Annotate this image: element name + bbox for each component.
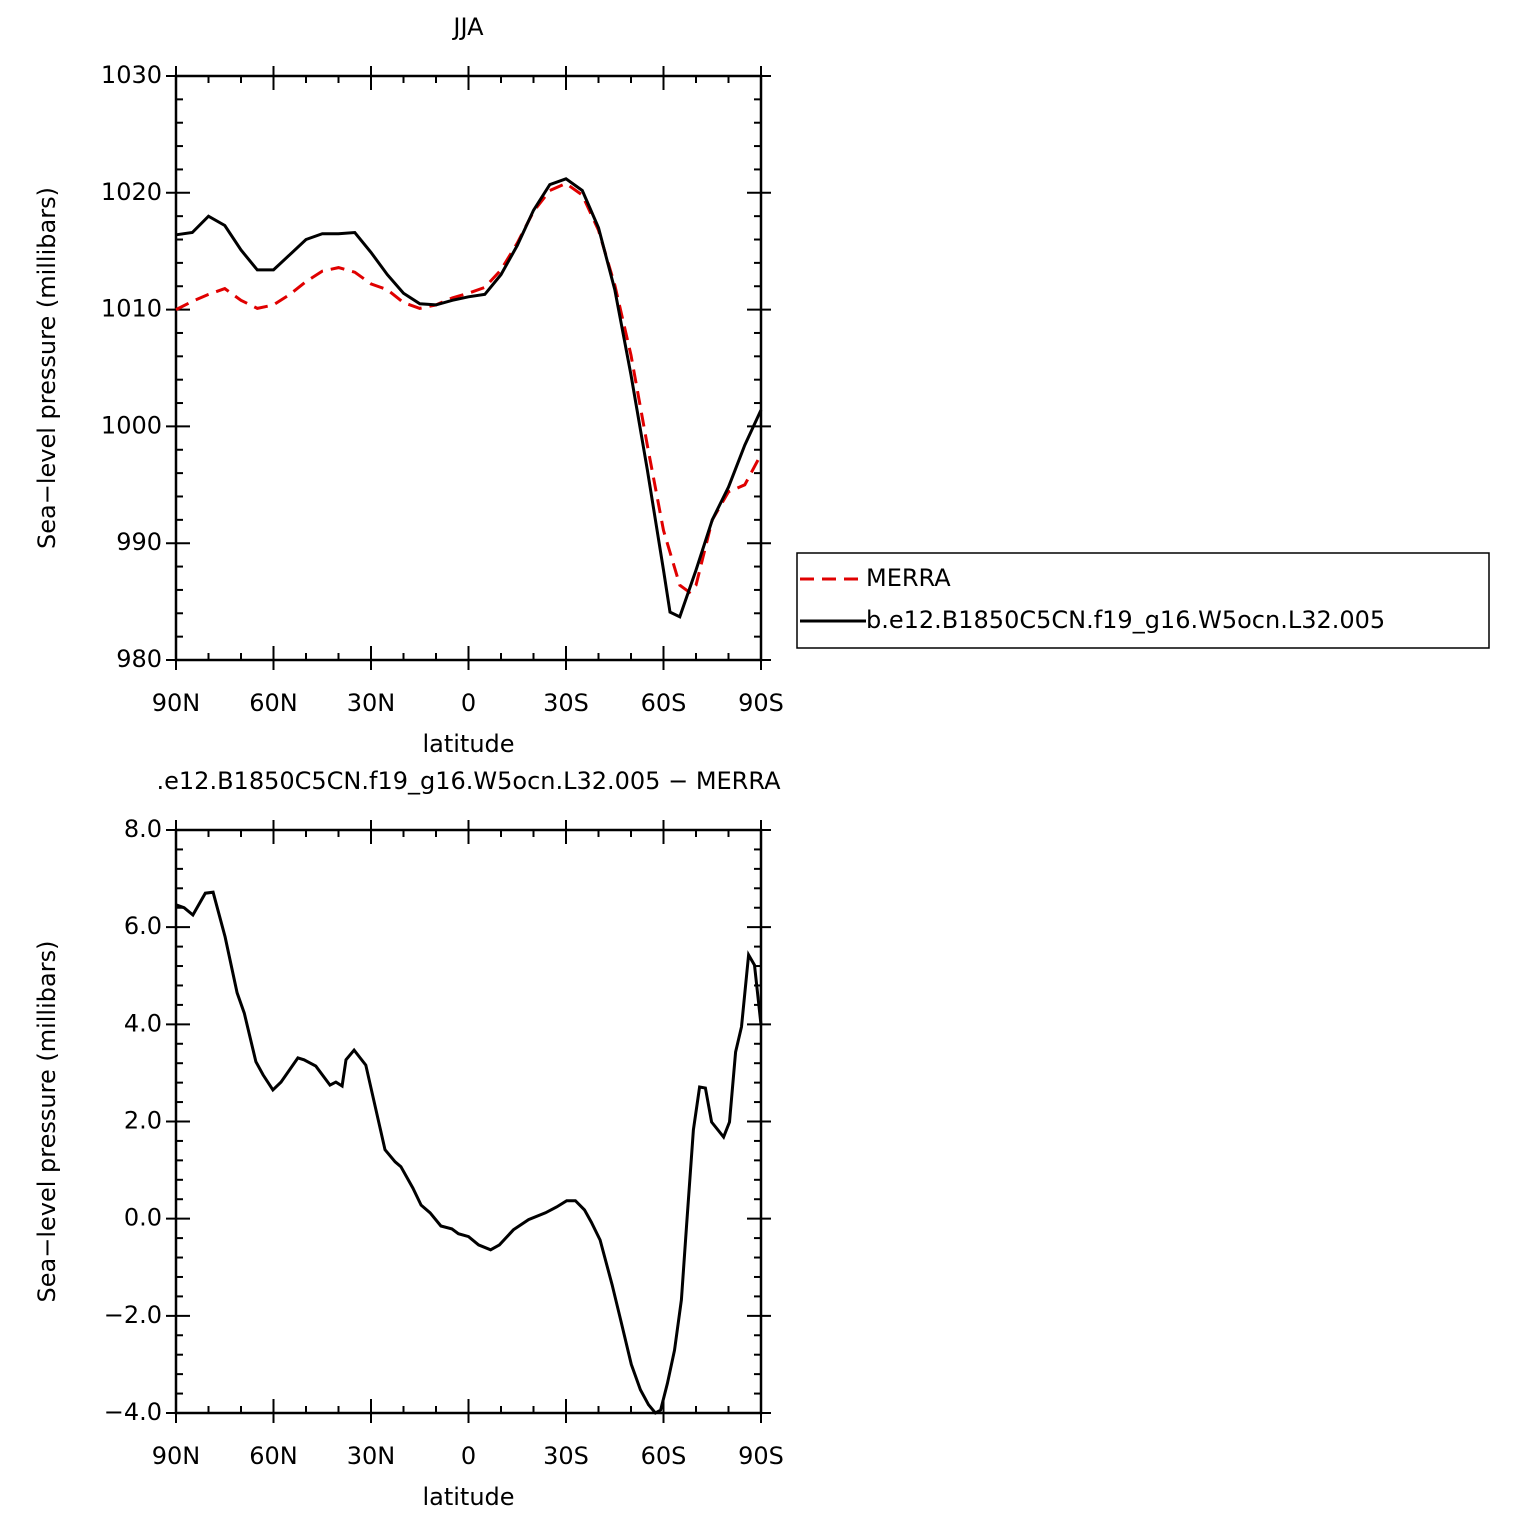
x-tick-label: 60N: [249, 689, 298, 717]
y-tick-label: 0.0: [124, 1204, 162, 1232]
x-tick-label: 90S: [738, 689, 784, 717]
x-tick-label: 90N: [152, 689, 201, 717]
x-tick-label: 0: [461, 689, 476, 717]
y-tick-label: −4.0: [104, 1398, 162, 1426]
chart-title: JJA: [451, 13, 484, 41]
y-tick-label: 1000: [101, 411, 162, 439]
x-tick-label: 0: [461, 1442, 476, 1470]
x-tick-label: 60N: [249, 1442, 298, 1470]
x-tick-label: 30N: [347, 689, 396, 717]
x-tick-label: 60S: [641, 689, 687, 717]
y-tick-label: 2.0: [124, 1107, 162, 1135]
plot: .e12.B1850C5CN.f19_g16.W5ocn.L32.005 − M…: [33, 767, 784, 1511]
y-tick-label: 1020: [101, 178, 162, 206]
plot: JJA latitude Sea−level pressure (millibars…: [33, 13, 1490, 758]
chart-title: .e12.B1850C5CN.f19_g16.W5ocn.L32.005 − M…: [157, 767, 782, 795]
y-tick-label: 980: [116, 645, 162, 673]
legend-label: MERRA: [866, 564, 951, 592]
x-tick-label: 90N: [152, 1442, 201, 1470]
y-tick-label: 1010: [101, 295, 162, 323]
y-tick-label: −2.0: [104, 1301, 162, 1329]
x-tick-label: 30S: [543, 1442, 589, 1470]
plot-frame: [174, 74, 763, 662]
legend-label: b.e12.B1850C5CN.f19_g16.W5ocn.L32.005: [866, 606, 1385, 634]
y-tick-label: 8.0: [124, 815, 162, 843]
y-tick-label: 990: [116, 528, 162, 556]
y-tick-label: 1030: [101, 61, 162, 89]
x-tick-label: 90S: [738, 1442, 784, 1470]
x-tick-label: 60S: [641, 1442, 687, 1470]
y-tick-label: 4.0: [124, 1009, 162, 1037]
x-axis-label: latitude: [422, 730, 514, 758]
legend: MERRA b.e12.B1850C5CN.f19_g16.W5ocn.L32.0…: [796, 552, 1490, 649]
x-tick-label: 30N: [347, 1442, 396, 1470]
legend-box: [796, 552, 1490, 649]
data-line: [175, 177, 763, 619]
data-line: [175, 890, 763, 1415]
plot-frame: [174, 828, 763, 1415]
x-tick-label: 30S: [543, 689, 589, 717]
y-tick-label: 6.0: [124, 912, 162, 940]
y-axis-label: Sea−level pressure (millibars): [33, 941, 61, 1303]
x-axis-label: latitude: [422, 1483, 514, 1511]
y-axis-label: Sea−level pressure (millibars): [33, 187, 61, 549]
data-line: [175, 181, 763, 595]
